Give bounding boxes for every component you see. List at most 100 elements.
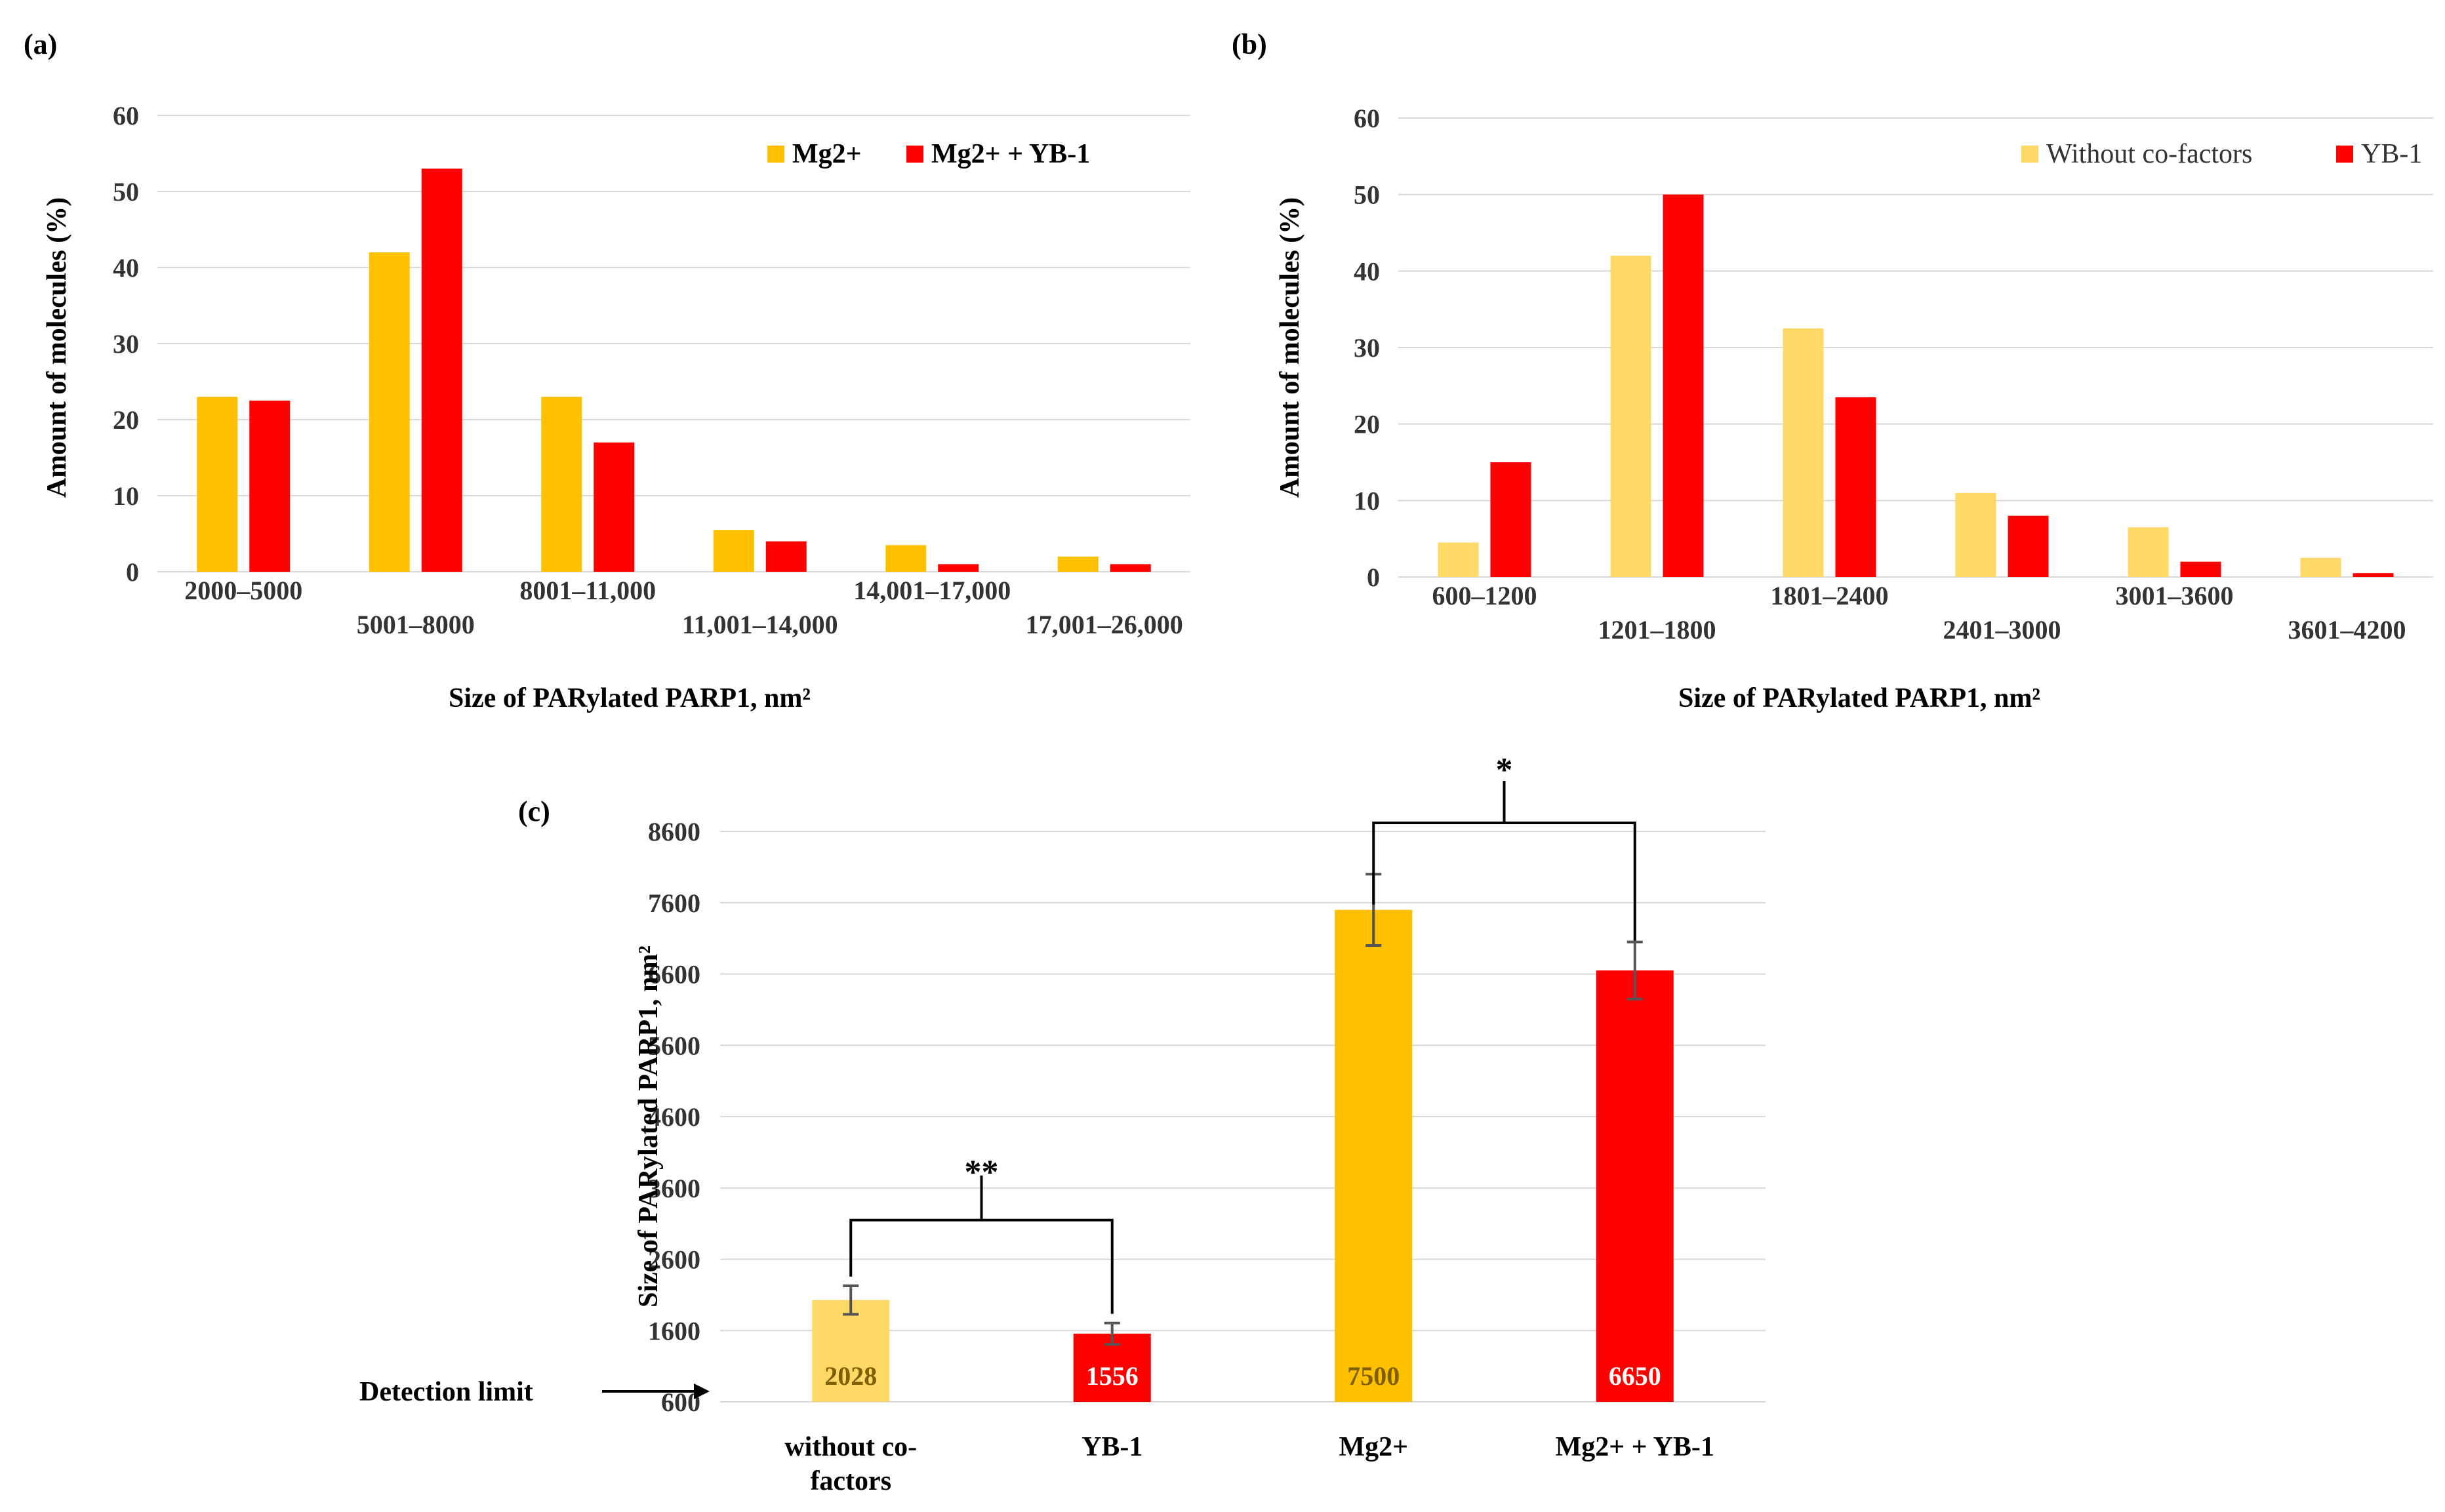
x-tick-label: Mg2+ + YB-1 bbox=[1556, 1432, 1714, 1462]
significance-brackets: ** * bbox=[849, 751, 1636, 1314]
bar-mg2-yb-1-17-001-26-000 bbox=[1110, 564, 1151, 572]
detection-limit-label: Detection limit bbox=[359, 1377, 533, 1407]
x-tick-label: 2401–3000 bbox=[1943, 615, 2061, 645]
panel-c-y-axis-title: Size of PARylated PARP1, nm² bbox=[634, 945, 664, 1307]
panel-a-bars bbox=[197, 169, 1151, 572]
panel-c-letter: (c) bbox=[518, 795, 550, 827]
y-tick-label: 1600 bbox=[648, 1316, 700, 1345]
panel-a-y-axis-title: Amount of molecules (%) bbox=[42, 197, 72, 498]
bar-mg2-5001-8000 bbox=[369, 252, 410, 572]
data-label: 6650 bbox=[1609, 1361, 1661, 1391]
y-tick-label: 10 bbox=[113, 481, 139, 511]
panel-c-gridlines bbox=[720, 831, 1766, 1403]
x-tick-label: 2000–5000 bbox=[184, 576, 302, 605]
x-tick-label: 600–1200 bbox=[1432, 581, 1537, 610]
bar-without-co-factors-3001-3600 bbox=[2128, 527, 2169, 577]
bar-mg2-yb-1 bbox=[1596, 970, 1674, 1402]
legend-label-without-cofactors: Without co-factors bbox=[2046, 139, 2252, 169]
bar-without-co-factors-600-1200 bbox=[1438, 542, 1479, 577]
y-tick-label: 30 bbox=[1354, 333, 1380, 363]
bar-mg2-yb-1-2000-5000 bbox=[249, 401, 291, 572]
x-tick-label: 3601–4200 bbox=[2288, 615, 2406, 645]
bar-mg2-11-001-14-000 bbox=[713, 530, 754, 572]
panel-a-y-ticks: 0 10 20 30 40 50 60 bbox=[113, 101, 139, 587]
bar-without-co-factors-2401-3000 bbox=[1955, 492, 1996, 577]
x-tick-label: YB-1 bbox=[1081, 1432, 1142, 1462]
y-tick-label: 2600 bbox=[648, 1245, 700, 1275]
y-tick-label: 4600 bbox=[648, 1102, 700, 1132]
panel-c: (c) 60016002600360046005600660076008600 … bbox=[359, 751, 1766, 1496]
y-tick-label: 0 bbox=[1367, 563, 1380, 592]
panel-b-letter: (b) bbox=[1232, 28, 1267, 60]
panel-b-x-axis-title: Size of PARylated PARP1, nm² bbox=[1678, 683, 2040, 713]
panel-b-legend: Without co-factors YB-1 bbox=[2021, 139, 2422, 169]
panel-a-legend: Mg2+ Mg2+ + YB-1 bbox=[767, 139, 1090, 169]
legend-swatch-without-cofactors bbox=[2021, 146, 2038, 163]
legend-swatch-yb1 bbox=[2336, 146, 2353, 163]
x-tick-label: Mg2+ bbox=[1339, 1432, 1408, 1462]
y-tick-label: 8600 bbox=[648, 817, 700, 846]
bar-yb-1-1201-1800 bbox=[1663, 194, 1704, 578]
x-tick-label-line1: without co- bbox=[784, 1432, 917, 1462]
x-tick-label: 3001–3600 bbox=[2116, 581, 2234, 610]
y-tick-label: 20 bbox=[113, 405, 139, 435]
panel-c-bars: 2028 1556 7500 6650 bbox=[812, 873, 1674, 1402]
bar-without-co-factors bbox=[812, 1300, 890, 1402]
x-tick-label: 11,001–14,000 bbox=[682, 610, 838, 639]
x-tick-label: 1201–1800 bbox=[1598, 615, 1716, 645]
panel-b-x-ticks: 600–1200 1201–1800 1801–2400 2401–3000 3001–… bbox=[1432, 581, 2406, 645]
y-tick-label: 3600 bbox=[648, 1174, 700, 1203]
y-tick-label: 40 bbox=[1354, 256, 1380, 286]
panel-b-y-ticks: 0 10 20 30 40 50 60 bbox=[1354, 104, 1380, 592]
y-tick-label: 5600 bbox=[648, 1031, 700, 1060]
bar-yb-1-3601-4200 bbox=[2353, 573, 2394, 577]
bar-yb-1-2401-3000 bbox=[2008, 515, 2049, 577]
legend-swatch-mg2-yb1 bbox=[906, 146, 923, 163]
panel-c-x-ticks: without co-factors YB-1 Mg2+ Mg2+ + YB-1 bbox=[784, 1432, 1714, 1496]
y-tick-label: 20 bbox=[1354, 410, 1380, 439]
bar-without-co-factors-1201-1800 bbox=[1610, 256, 1651, 577]
detection-limit-annotation: Detection limit bbox=[359, 1377, 710, 1407]
legend-label-mg2-yb1: Mg2+ + YB-1 bbox=[931, 139, 1090, 169]
panel-b-gridlines bbox=[1398, 117, 2433, 578]
y-tick-label: 50 bbox=[1354, 180, 1380, 210]
bar-yb-1-3001-3600 bbox=[2180, 561, 2221, 577]
y-tick-label: 10 bbox=[1354, 486, 1380, 515]
y-tick-label: 50 bbox=[113, 177, 139, 207]
data-label: 1556 bbox=[1086, 1361, 1139, 1391]
bar-mg2 bbox=[1335, 909, 1413, 1402]
significance-bracket-left bbox=[849, 1218, 1114, 1314]
y-tick-label: 6600 bbox=[648, 960, 700, 989]
detection-limit-arrow-head bbox=[694, 1383, 710, 1399]
bar-yb-1-1801-2400 bbox=[1835, 397, 1876, 577]
x-tick-label: 17,001–26,000 bbox=[1026, 610, 1183, 639]
data-label: 7500 bbox=[1347, 1361, 1400, 1391]
legend-label-yb1: YB-1 bbox=[2361, 139, 2422, 169]
x-tick-label: 1801–2400 bbox=[1771, 581, 1889, 610]
x-tick-label: without co-factors bbox=[784, 1432, 917, 1496]
y-tick-label: 30 bbox=[113, 329, 139, 359]
bar-mg2-yb-1-11-001-14-000 bbox=[765, 541, 807, 572]
panel-b: (b) 0 10 20 30 40 50 60 600–1200 1201–1800 1801–… bbox=[1232, 28, 2433, 713]
significance-bracket-right bbox=[1372, 821, 1636, 941]
panel-a: (a) 0 10 20 30 40 50 60 2000–5000 5001–8000 8001… bbox=[24, 28, 1190, 713]
panel-a-letter: (a) bbox=[24, 28, 57, 60]
panel-b-y-axis-title: Amount of molecules (%) bbox=[1275, 197, 1305, 498]
bar-mg2-yb-1-8001-11-000 bbox=[594, 442, 635, 572]
bar-mg2-14-001-17-000 bbox=[885, 545, 927, 572]
bar-without-co-factors-1801-2400 bbox=[1783, 328, 1824, 577]
y-tick-label: 7600 bbox=[648, 888, 700, 918]
panel-a-gridlines bbox=[157, 115, 1190, 572]
significance-label-right: * bbox=[1496, 751, 1513, 789]
y-tick-label: 0 bbox=[126, 557, 139, 587]
panel-a-x-axis-title: Size of PARylated PARP1, nm² bbox=[449, 683, 811, 713]
legend-label-mg2: Mg2+ bbox=[792, 139, 862, 169]
x-tick-label: 5001–8000 bbox=[357, 610, 475, 639]
panel-a-x-ticks: 2000–5000 5001–8000 8001–11,000 11,001–14,0… bbox=[184, 576, 1183, 639]
x-tick-label-line2: factors bbox=[810, 1466, 891, 1496]
panel-b-bars bbox=[1438, 194, 2394, 578]
bar-yb-1-600-1200 bbox=[1490, 462, 1531, 577]
bar-mg2-yb-1-14-001-17-000 bbox=[938, 564, 979, 572]
bar-without-co-factors-3601-4200 bbox=[2300, 557, 2341, 577]
